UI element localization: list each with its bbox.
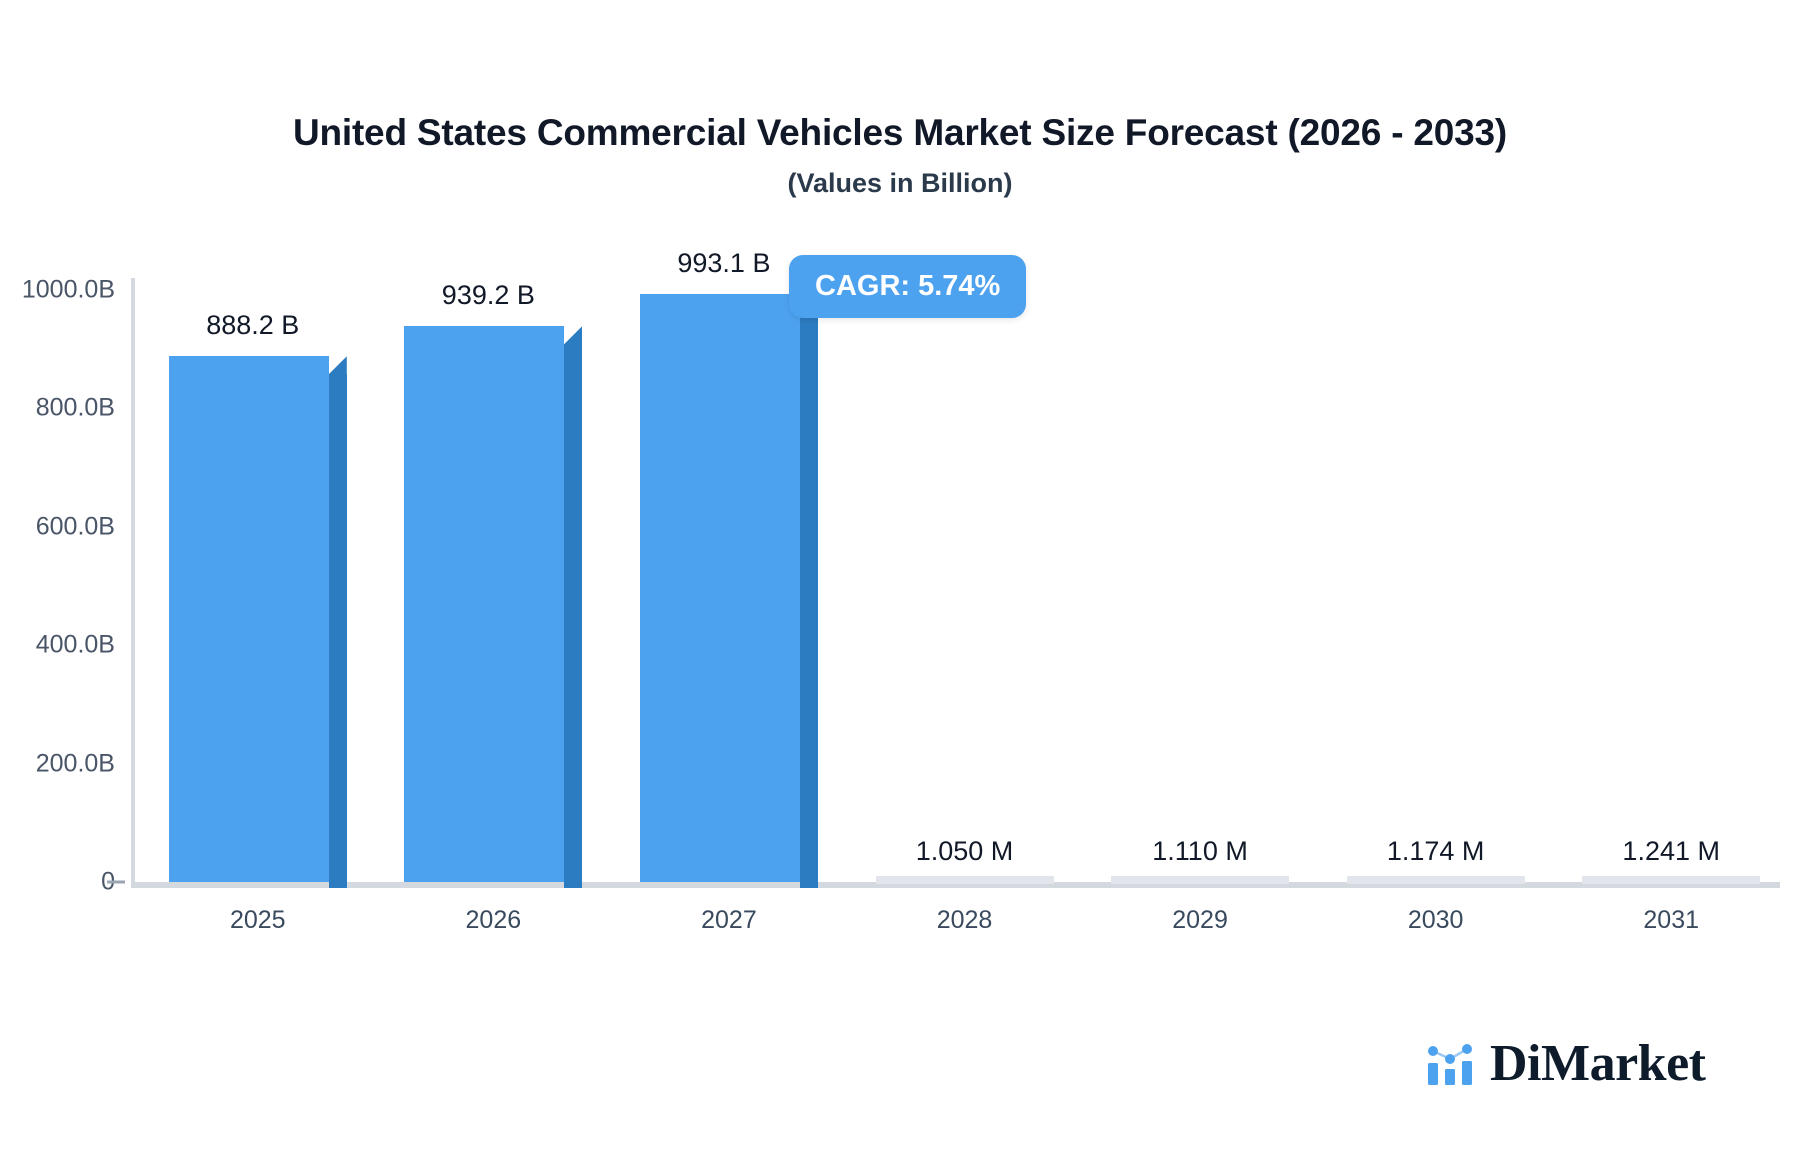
page-title: United States Commercial Vehicles Market…: [292, 112, 1508, 153]
logo-text: DiMarket: [1490, 1035, 1706, 1092]
brand-logo: DiMarket: [1424, 1035, 1706, 1092]
bar-bevel: [564, 326, 583, 344]
bar-value-label: 1.050 M: [915, 835, 1014, 866]
bar-value-label: 993.1 B: [677, 248, 771, 279]
bar-stub: [1111, 876, 1290, 884]
bar-side-panel: [799, 312, 818, 888]
bar-chart-icon: [1428, 1044, 1472, 1085]
bar: [404, 326, 583, 888]
bar-stub: [1346, 876, 1525, 884]
bar-value-label: 939.2 B: [441, 279, 535, 310]
x-axis-tick-label: 2028: [936, 906, 993, 934]
y-axis-tick-label: 600.0B: [35, 512, 115, 541]
bar-face: [168, 356, 329, 882]
cagr-badge: CAGR: 5.74%: [789, 255, 1027, 318]
plot-area: [131, 278, 1780, 888]
y-axis-tick-label: 400.0B: [35, 630, 115, 659]
bar-value-label: 1.174 M: [1386, 835, 1485, 866]
bar-stub: [1582, 876, 1761, 884]
chart-subtitle: (Values in Billion): [787, 168, 1013, 198]
bar-side-panel: [564, 344, 583, 888]
bar-value-label: 1.110 M: [1152, 835, 1248, 866]
bar-face: [639, 294, 800, 882]
y-axis-tick-mark: [107, 880, 125, 884]
y-axis-line: [131, 278, 135, 886]
x-axis-tick-label: 2027: [701, 906, 757, 934]
bar-stub: [875, 876, 1054, 884]
x-axis-tick-label: 2030: [1407, 906, 1464, 934]
x-axis-tick-label: 2031: [1643, 906, 1700, 934]
bar-side-panel: [328, 374, 347, 888]
y-axis-tick-label: 1000.0B: [21, 275, 115, 304]
x-axis-tick-label: 2029: [1172, 906, 1228, 934]
x-axis-line: [131, 882, 1780, 888]
bar-face: [404, 326, 565, 882]
y-axis-tick-label: 800.0B: [35, 393, 115, 422]
x-axis-tick-label: 2025: [229, 906, 286, 934]
y-axis-tick-label: 200.0B: [35, 749, 115, 778]
x-axis-tick-label: 2026: [465, 906, 522, 934]
bar-bevel: [328, 356, 347, 375]
bar-value-label: 888.2 B: [206, 310, 300, 341]
bar-value-label: 1.241 M: [1622, 835, 1720, 866]
bar: [168, 356, 347, 888]
bar: [639, 294, 818, 888]
